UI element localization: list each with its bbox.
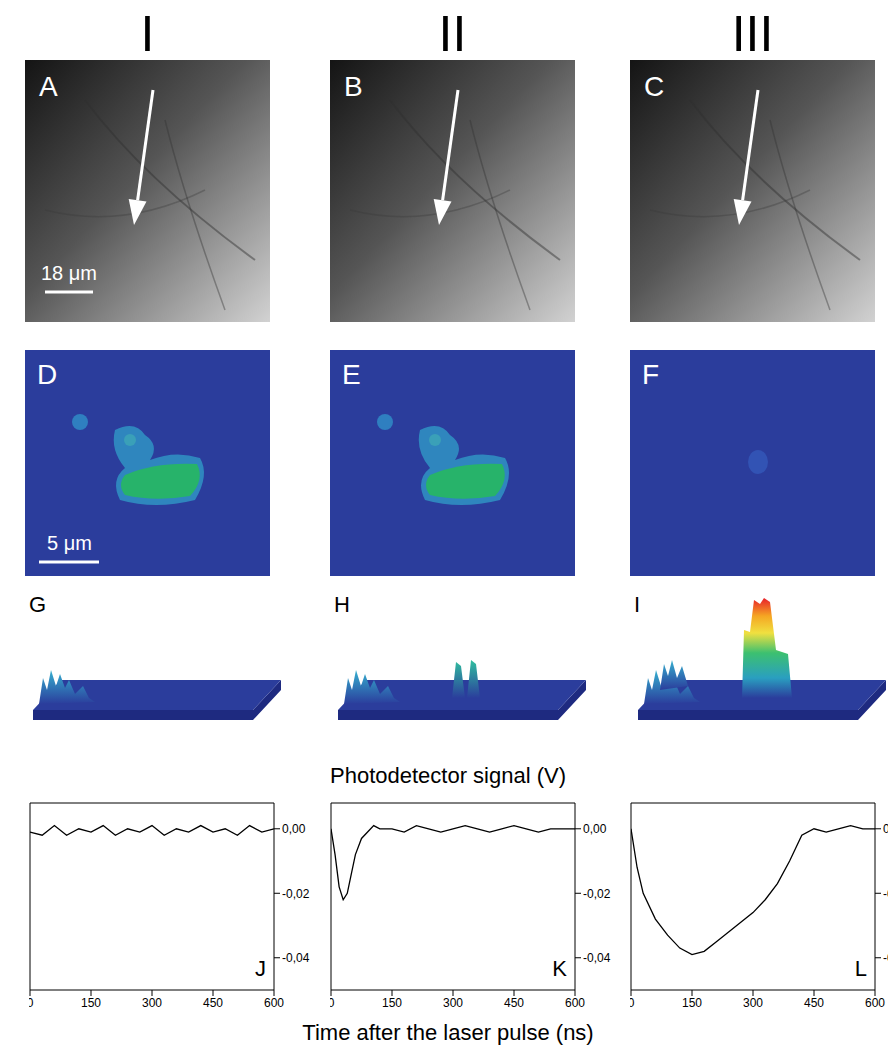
svg-text:600: 600	[565, 996, 585, 1010]
svg-text:C: C	[644, 71, 664, 102]
html-text:K: K	[552, 956, 567, 981]
svg-text:0,00: 0,00	[583, 822, 607, 836]
html-text:J: J	[255, 956, 266, 981]
svg-text:450: 450	[504, 996, 524, 1010]
svg-text:0: 0	[630, 996, 635, 1010]
svg-text:150: 150	[81, 996, 101, 1010]
svg-text:0,00: 0,00	[282, 822, 306, 836]
svg-text:E: E	[342, 359, 361, 390]
html-text:Time after the laser pulse (ns: Time after the laser pulse (ns)	[302, 1020, 594, 1045]
svg-text:-0,02: -0,02	[583, 887, 611, 901]
svg-text:18 μm: 18 μm	[41, 262, 97, 284]
svg-text:300: 300	[443, 996, 463, 1010]
svg-text:G: G	[29, 592, 46, 617]
svg-text:F: F	[642, 359, 659, 390]
svg-text:-0,04: -0,04	[282, 951, 310, 965]
svg-text:450: 450	[203, 996, 223, 1010]
html-text:L: L	[854, 956, 867, 981]
svg-text:300: 300	[142, 996, 162, 1010]
svg-text:600: 600	[865, 996, 885, 1010]
svg-text:5 μm: 5 μm	[47, 532, 92, 554]
html-text:Photodetector signal (V): Photodetector signal (V)	[330, 763, 566, 788]
svg-text:-0,04: -0,04	[583, 951, 611, 965]
svg-text:600: 600	[264, 996, 284, 1010]
html-text:II: II	[438, 6, 467, 62]
svg-text:-0,02: -0,02	[282, 887, 310, 901]
svg-text:150: 150	[682, 996, 702, 1010]
svg-text:I: I	[634, 592, 640, 617]
html-text:III: III	[731, 6, 774, 62]
svg-text:0,00: 0,00	[883, 822, 888, 836]
svg-text:A: A	[39, 71, 58, 102]
svg-text:0: 0	[29, 996, 34, 1010]
html-text:I: I	[140, 6, 155, 62]
svg-text:-0,02: -0,02	[883, 887, 888, 901]
svg-text:D: D	[37, 359, 57, 390]
svg-text:H: H	[334, 592, 350, 617]
svg-text:150: 150	[382, 996, 402, 1010]
svg-text:-0,04: -0,04	[883, 951, 888, 965]
svg-text:300: 300	[743, 996, 763, 1010]
svg-text:0: 0	[330, 996, 335, 1010]
svg-text:B: B	[344, 71, 363, 102]
svg-text:450: 450	[804, 996, 824, 1010]
